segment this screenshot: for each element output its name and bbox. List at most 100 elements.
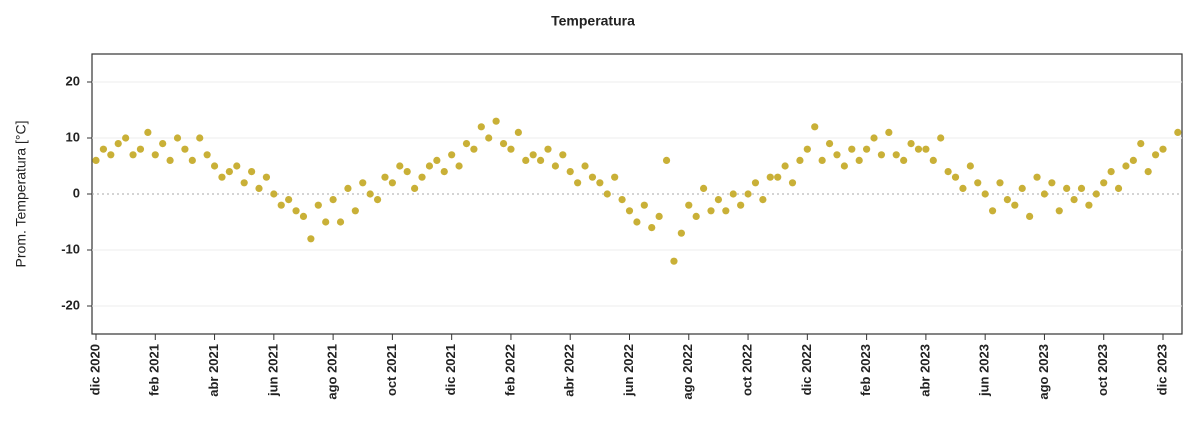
data-point (729, 190, 737, 198)
data-point (1055, 207, 1063, 215)
data-point (588, 173, 597, 181)
data-point (937, 134, 945, 142)
data-point (440, 168, 448, 176)
x-tick-label: oct 2022 (739, 344, 754, 396)
x-tick-label: oct 2021 (384, 344, 399, 396)
data-point (929, 156, 937, 164)
data-point (796, 156, 804, 164)
data-point (336, 218, 345, 226)
data-point (322, 218, 330, 226)
data-point (803, 145, 811, 153)
data-point (655, 212, 663, 220)
data-point (196, 134, 204, 142)
data-point (677, 229, 685, 237)
data-point (470, 145, 478, 153)
data-point (418, 173, 426, 181)
data-point (351, 207, 359, 215)
x-tick-label: ago 2021 (325, 344, 340, 400)
x-tick-label: jun 2022 (621, 344, 636, 397)
x-tick-label: abr 2021 (206, 344, 221, 397)
data-point (699, 184, 708, 192)
data-point (848, 145, 856, 153)
data-point (396, 162, 404, 170)
data-point (499, 140, 508, 148)
data-point (1018, 184, 1026, 192)
x-tick-label: abr 2022 (562, 344, 577, 397)
data-point (233, 162, 241, 170)
data-point (863, 145, 871, 153)
data-point (1151, 151, 1160, 159)
data-point (1048, 179, 1056, 187)
data-point (388, 179, 396, 187)
data-point (596, 179, 604, 187)
data-point (1033, 173, 1041, 181)
data-point (974, 179, 982, 187)
data-point (788, 179, 797, 187)
data-point (670, 257, 678, 265)
data-point (462, 140, 471, 148)
x-tick-label: oct 2023 (1095, 344, 1110, 396)
data-point (1011, 201, 1019, 209)
data-point (248, 168, 256, 176)
data-point (262, 173, 271, 181)
data-point (892, 151, 900, 159)
x-tick-label: dic 2020 (87, 344, 102, 395)
data-point (1077, 184, 1086, 192)
data-point (210, 162, 219, 170)
data-point (522, 156, 530, 164)
data-point (751, 179, 760, 187)
data-point (722, 207, 730, 215)
data-point (966, 162, 974, 170)
data-point (811, 123, 819, 131)
data-point (99, 145, 108, 153)
data-point (825, 140, 834, 148)
y-tick-label: 0 (73, 185, 80, 200)
data-point (448, 151, 456, 159)
data-point (114, 140, 122, 148)
data-point (307, 235, 315, 243)
x-tick-label: dic 2023 (1154, 344, 1169, 395)
data-point (855, 156, 863, 164)
data-point (900, 156, 908, 164)
data-point (507, 145, 515, 153)
data-point (529, 151, 537, 159)
data-point (1063, 184, 1071, 192)
data-point (818, 156, 826, 164)
y-tick-label: -20 (61, 297, 80, 312)
data-point (551, 162, 560, 170)
data-point (536, 156, 545, 164)
data-point (344, 184, 352, 192)
y-axis-label: Prom. Temperatura [°C] (13, 121, 29, 268)
data-point (373, 196, 382, 204)
data-point (914, 145, 923, 153)
data-point (492, 117, 500, 125)
data-point (144, 128, 152, 136)
y-tick-label: -10 (61, 241, 80, 256)
data-point (1159, 145, 1167, 153)
data-point (574, 179, 582, 187)
data-point (648, 224, 656, 232)
data-point (781, 162, 789, 170)
data-point (173, 134, 182, 142)
data-point (299, 212, 308, 220)
data-point (581, 162, 589, 170)
data-point (640, 201, 648, 209)
data-point (707, 207, 715, 215)
data-point (959, 184, 967, 192)
data-point (692, 212, 700, 220)
data-point (329, 196, 337, 204)
data-point (225, 168, 233, 176)
data-point (359, 179, 367, 187)
data-point (1129, 156, 1137, 164)
data-point (625, 207, 634, 215)
data-point (1040, 190, 1049, 198)
data-point (403, 168, 411, 176)
data-point (1137, 140, 1145, 148)
data-point (107, 151, 115, 159)
data-point (433, 156, 441, 164)
data-point (366, 190, 374, 198)
data-point (759, 196, 767, 204)
y-tick-label: 10 (66, 129, 80, 144)
data-point (922, 145, 930, 153)
